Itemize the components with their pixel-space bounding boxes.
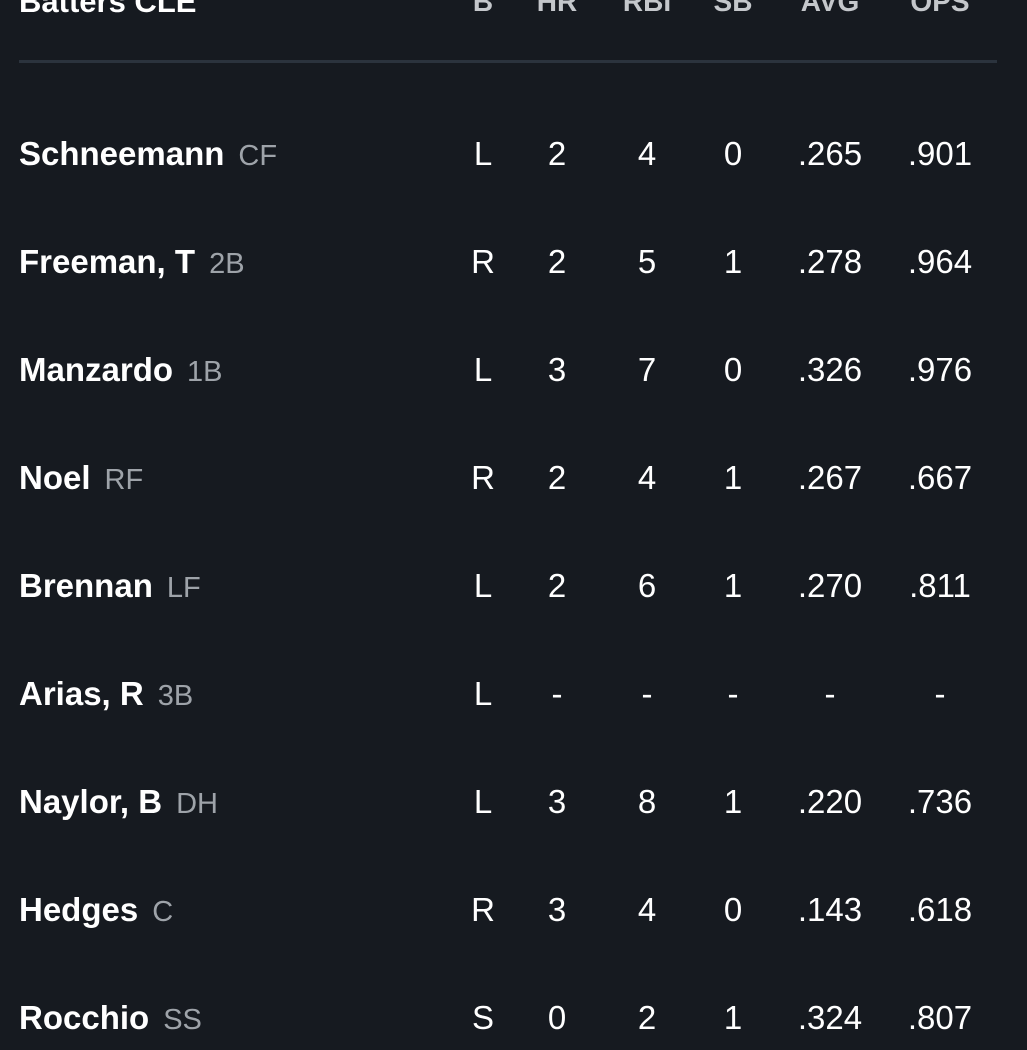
batter-position: C bbox=[152, 896, 174, 928]
stat-rbi: 8 bbox=[637, 783, 657, 820]
stat-ops: .901 bbox=[907, 135, 973, 172]
column-header-hr[interactable]: HR bbox=[536, 0, 578, 17]
stat-ops: .807 bbox=[907, 999, 973, 1036]
stat-ops: .976 bbox=[907, 351, 973, 388]
stat-sb: 0 bbox=[723, 891, 743, 928]
stat-bats: L bbox=[473, 675, 493, 712]
stat-bats: L bbox=[473, 351, 493, 388]
stat-hr: 3 bbox=[547, 783, 567, 820]
stat-hr: 2 bbox=[547, 459, 567, 496]
stat-avg: .143 bbox=[797, 891, 863, 928]
batter-position: DH bbox=[176, 788, 218, 820]
batter-name[interactable]: Schneemann bbox=[19, 135, 225, 172]
batter-position: 3B bbox=[157, 680, 194, 712]
stat-avg: - bbox=[824, 675, 836, 712]
stat-bats: L bbox=[473, 567, 493, 604]
stat-rbi: 7 bbox=[637, 351, 657, 388]
stat-bats: R bbox=[471, 243, 495, 280]
stat-ops: .964 bbox=[907, 243, 973, 280]
column-header-sb[interactable]: SB bbox=[713, 0, 753, 17]
batter-row[interactable]: Freeman, T 2B R 2 5 1 .278 .964 bbox=[0, 232, 1027, 292]
batter-name[interactable]: Arias, R bbox=[19, 675, 144, 712]
batter-position: LF bbox=[166, 572, 201, 604]
batter-name[interactable]: Noel bbox=[19, 459, 91, 496]
stat-sb: 1 bbox=[723, 999, 743, 1036]
batter-position: 2B bbox=[209, 248, 245, 280]
stat-avg: .324 bbox=[797, 999, 863, 1036]
column-header-ops[interactable]: OPS bbox=[910, 0, 970, 17]
batter-position: CF bbox=[238, 140, 278, 172]
stat-avg: .278 bbox=[797, 243, 863, 280]
batter-name-cell: Schneemann CF bbox=[19, 124, 277, 186]
stat-ops: .618 bbox=[907, 891, 973, 928]
batter-name-cell: Noel RF bbox=[19, 448, 143, 510]
batter-name-cell: Rocchio SS bbox=[19, 988, 202, 1050]
batter-row[interactable]: Brennan LF L 2 6 1 .270 .811 bbox=[0, 556, 1027, 616]
stat-avg: .326 bbox=[797, 351, 863, 388]
stat-ops: .667 bbox=[907, 459, 973, 496]
batter-name[interactable]: Manzardo bbox=[19, 351, 174, 388]
stat-rbi: 4 bbox=[637, 891, 657, 928]
batter-name[interactable]: Naylor, B bbox=[19, 783, 163, 820]
batter-name-cell: Freeman, T 2B bbox=[19, 232, 245, 294]
header-divider bbox=[19, 60, 997, 63]
stat-sb: 1 bbox=[723, 783, 743, 820]
stat-sb: 1 bbox=[723, 459, 743, 496]
stat-hr: 2 bbox=[547, 243, 567, 280]
stat-hr: 0 bbox=[547, 999, 567, 1036]
batter-name-cell: Manzardo 1B bbox=[19, 340, 223, 402]
batter-position: RF bbox=[104, 464, 144, 496]
stat-hr: 3 bbox=[547, 891, 567, 928]
stat-hr: 3 bbox=[547, 351, 567, 388]
stat-rbi: 2 bbox=[637, 999, 657, 1036]
stat-ops: .811 bbox=[909, 567, 971, 604]
batter-row[interactable]: Naylor, B DH L 3 8 1 .220 .736 bbox=[0, 772, 1027, 832]
batter-row[interactable]: Rocchio SS S 0 2 1.324.807 bbox=[0, 988, 1027, 1048]
stat-avg: .270 bbox=[797, 567, 863, 604]
stat-avg: .265 bbox=[797, 135, 863, 172]
batter-row[interactable]: Schneemann CF L 2 4 0 .265 .901 bbox=[0, 124, 1027, 184]
batter-name[interactable]: Hedges bbox=[19, 891, 139, 928]
batter-name[interactable]: Brennan bbox=[19, 567, 153, 604]
batter-position: 1B bbox=[187, 356, 223, 388]
table-header: Batters CLE B HR RBI SB AVG OPS bbox=[0, 0, 1027, 22]
stat-avg: .220 bbox=[797, 783, 863, 820]
stat-ops: - bbox=[934, 675, 946, 712]
stat-bats: L bbox=[473, 135, 493, 172]
batter-name-cell: Arias, R 3B bbox=[19, 664, 193, 726]
batter-name-cell: Hedges C bbox=[19, 880, 173, 942]
stat-ops: .736 bbox=[907, 783, 973, 820]
stat-hr: - bbox=[551, 675, 563, 712]
stat-hr: 2 bbox=[547, 135, 567, 172]
stat-sb: - bbox=[727, 675, 739, 712]
batter-position: SS bbox=[163, 1004, 202, 1036]
stat-rbi: 6 bbox=[637, 567, 657, 604]
column-header-avg[interactable]: AVG bbox=[800, 0, 860, 17]
batter-row[interactable]: Arias, R 3B L - - - - - bbox=[0, 664, 1027, 724]
column-header-bats[interactable]: B bbox=[472, 0, 494, 17]
stat-bats: S bbox=[471, 999, 495, 1036]
stat-sb: 1 bbox=[723, 243, 743, 280]
stat-rbi: 5 bbox=[637, 243, 657, 280]
column-header-rbi[interactable]: RBI bbox=[622, 0, 672, 17]
batter-name-cell: Naylor, B DH bbox=[19, 772, 218, 834]
stat-hr: 2 bbox=[547, 567, 567, 604]
stat-rbi: 4 bbox=[637, 135, 657, 172]
stat-sb: 0 bbox=[723, 135, 743, 172]
stat-rbi: 4 bbox=[637, 459, 657, 496]
stat-avg: .267 bbox=[797, 459, 863, 496]
batter-row[interactable]: Noel RF R 2 4 1 .267 .667 bbox=[0, 448, 1027, 508]
stat-bats: R bbox=[471, 891, 495, 928]
stat-bats: R bbox=[471, 459, 495, 496]
batter-name[interactable]: Rocchio bbox=[19, 999, 150, 1036]
stat-bats: L bbox=[473, 783, 493, 820]
batter-row[interactable]: Hedges C R 3 4 0 .143 .618 bbox=[0, 880, 1027, 940]
stat-sb: 1 bbox=[723, 567, 743, 604]
table-title: Batters CLE bbox=[19, 0, 197, 19]
batter-name-cell: Brennan LF bbox=[19, 556, 201, 618]
stat-rbi: - bbox=[641, 675, 653, 712]
stat-sb: 0 bbox=[723, 351, 743, 388]
batter-row[interactable]: Manzardo 1B L 3 7 0 .326 .976 bbox=[0, 340, 1027, 400]
batter-name[interactable]: Freeman, T bbox=[19, 243, 196, 280]
